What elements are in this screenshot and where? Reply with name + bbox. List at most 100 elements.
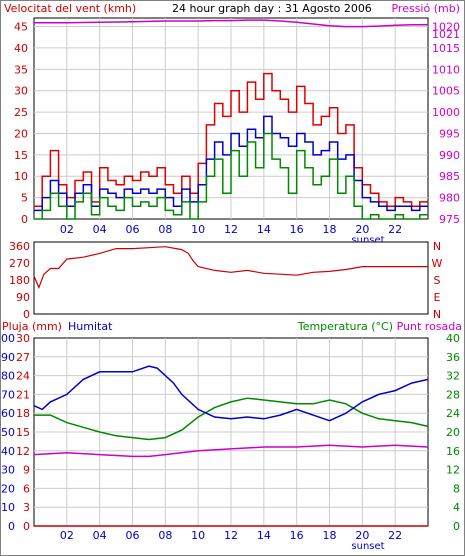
wind-tick-label: 40 xyxy=(14,42,28,55)
direction-tick-label: 270 xyxy=(9,257,30,270)
wind-x-ticks: 02 04 06 08 10 12 14 16 18 20 22 xyxy=(60,223,402,236)
humidity-left-ticks: 0 10 20 30 40 50 60 70 80 90 100 xyxy=(0,332,15,533)
pressure-tick-label: 995 xyxy=(439,127,460,140)
wind-tick-label: 45 xyxy=(14,21,28,34)
humidity-line xyxy=(33,365,429,422)
humidity-series xyxy=(33,365,429,527)
temperature-axis-label: Temperatura (°C) xyxy=(297,320,393,333)
humidity-tick-label: 80 xyxy=(1,370,15,383)
humidity-temperature-panel: 0102030405060708090100 03691215182124273… xyxy=(0,320,462,552)
sunset-label-top: sunset xyxy=(351,235,384,246)
temperature-tick-label: 0 xyxy=(453,520,460,533)
hour-tick-label: 20 xyxy=(355,223,369,236)
temperature-tick-label: 12 xyxy=(446,464,460,477)
hour-tick-label: 02 xyxy=(60,223,74,236)
hour-tick-label: 18 xyxy=(323,223,337,236)
hour-tick-label: 06 xyxy=(126,529,140,542)
rain-tick-label: 21 xyxy=(16,388,30,401)
humidity-tick-label: 100 xyxy=(0,332,15,345)
dewpoint-axis-label: Punt rosada xyxy=(397,320,462,333)
wind-left-ticks: 0 5 10 15 20 25 30 35 40 45 xyxy=(14,21,28,226)
wind-tick-label: 0 xyxy=(21,213,28,226)
hour-tick-label: 04 xyxy=(93,223,107,236)
rain-tick-label: 6 xyxy=(23,482,30,495)
rain-tick-label: 12 xyxy=(16,445,30,458)
rain-left-ticks: 0 3 6 9 12 15 18 21 24 27 30 xyxy=(16,332,30,533)
wind-tick-label: 10 xyxy=(14,170,28,183)
hour-tick-label: 08 xyxy=(158,529,172,542)
wind-tick-label: 25 xyxy=(14,106,28,119)
temperature-tick-label: 40 xyxy=(446,332,460,345)
temperature-tick-label: 4 xyxy=(453,501,460,514)
rain-tick-label: 3 xyxy=(23,501,30,514)
pressure-tick-extra: 1021 xyxy=(432,28,460,41)
hour-tick-label: 12 xyxy=(224,223,238,236)
hour-tick-label: 10 xyxy=(191,223,205,236)
temperature-tick-label: 36 xyxy=(446,351,460,364)
pressure-tick-label: 1000 xyxy=(432,106,460,119)
pressure-right-ticks: 975 980 985 990 995 1000 1005 1010 1015 1020 xyxy=(432,21,460,226)
hour-tick-label: 10 xyxy=(191,529,205,542)
direction-tick-label: 0 xyxy=(23,308,30,321)
direction-tick-label: 180 xyxy=(9,274,30,287)
rain-tick-label: 30 xyxy=(16,332,30,345)
rain-tick-label: 0 xyxy=(23,520,30,533)
temperature-tick-label: 32 xyxy=(446,370,460,383)
compass-letter: N xyxy=(433,308,441,321)
direction-tick-label: 360 xyxy=(9,240,30,253)
gust-line xyxy=(34,72,428,207)
pressure-tick-label: 980 xyxy=(439,192,460,205)
direction-series xyxy=(33,246,428,290)
hour-tick-label: 18 xyxy=(323,529,337,542)
temperature-tick-label: 16 xyxy=(446,445,460,458)
pressure-line xyxy=(34,19,428,28)
pressure-tick-label: 985 xyxy=(439,170,460,183)
humidity-tick-label: 70 xyxy=(1,388,15,401)
pressure-tick-label: 1005 xyxy=(432,85,460,98)
pressure-tick-label: 975 xyxy=(439,213,460,226)
hour-tick-label: 20 xyxy=(355,529,369,542)
wind-tick-label: 35 xyxy=(14,63,28,76)
hour-tick-label: 12 xyxy=(224,529,238,542)
direction-tick-label: 90 xyxy=(16,291,30,304)
compass-letter: W xyxy=(432,257,443,270)
temperature-tick-label: 28 xyxy=(446,388,460,401)
compass-letter: S xyxy=(434,274,441,287)
compass-letter: N xyxy=(433,240,441,253)
temperature-right-ticks: 0 4 8 12 16 20 24 28 32 36 40 xyxy=(446,332,460,533)
sunset-label-bottom: sunset xyxy=(351,541,384,552)
temperature-tick-label: 24 xyxy=(446,407,460,420)
wind-axis-label: Velocitat del vent (kmh) xyxy=(4,2,136,15)
temperature-tick-label: 8 xyxy=(453,482,460,495)
humidity-tick-label: 0 xyxy=(8,520,15,533)
wind-tick-label: 5 xyxy=(21,192,28,205)
dewpoint-line xyxy=(33,444,429,458)
pressure-tick-label: 1015 xyxy=(432,42,460,55)
pressure-axis-label: Pressió (mb) xyxy=(391,2,460,15)
humidity-tick-label: 30 xyxy=(1,464,15,477)
hour-tick-label: 16 xyxy=(290,223,304,236)
humidity-x-ticks: 02 04 06 08 10 12 14 16 18 20 22 xyxy=(60,529,402,542)
hour-tick-label: 06 xyxy=(126,223,140,236)
rain-tick-label: 15 xyxy=(16,426,30,439)
hour-tick-label: 02 xyxy=(60,529,74,542)
humidity-tick-label: 40 xyxy=(1,445,15,458)
rain-tick-label: 18 xyxy=(16,407,30,420)
rain-tick-label: 27 xyxy=(16,351,30,364)
humidity-axis-label: Humitat xyxy=(68,320,113,333)
direction-plot-area xyxy=(33,241,429,315)
rain-tick-label: 9 xyxy=(23,464,30,477)
humidity-tick-label: 50 xyxy=(1,426,15,439)
humidity-tick-label: 60 xyxy=(1,407,15,420)
humidity-tick-label: 20 xyxy=(1,482,15,495)
hour-tick-label: 14 xyxy=(257,529,271,542)
temperature-line xyxy=(34,397,429,441)
rain-axis-label: Pluja (mm) xyxy=(2,320,62,333)
direction-left-ticks: 0 90 180 270 360 xyxy=(9,240,30,321)
humidity-tick-label: 10 xyxy=(1,501,15,514)
wind-tick-label: 15 xyxy=(14,149,28,162)
